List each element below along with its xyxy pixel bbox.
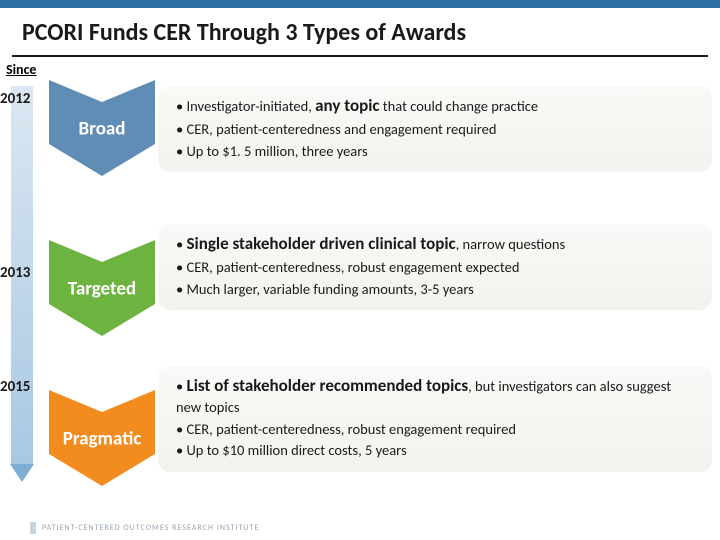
row-broad: Broad Investigator-initiated, any topic … [46, 80, 712, 176]
timeline-arrow-head [10, 464, 34, 482]
chevron-targeted: Targeted [49, 240, 155, 336]
content-area: 2012 Broad Investigator-initiated, any t… [0, 78, 720, 508]
lead-bullet: Investigator-initiated, any topic that c… [176, 94, 698, 119]
row-pragmatic: Pragmatic List of stakeholder recommende… [46, 360, 712, 486]
footer-institute-mark: PATIENT-CENTERED OUTCOMES RESEARCH INSTI… [30, 522, 259, 534]
year-2015: 2015 [0, 378, 30, 396]
bullet-item: Much larger, variable funding amounts, 3… [176, 279, 698, 301]
chevron-label-broad: Broad [79, 118, 126, 141]
lead-bullet: List of stakeholder recommended topics, … [176, 374, 698, 419]
lead-emphasis: List of stakeholder recommended topics [187, 375, 469, 396]
chevron-col: Targeted [46, 218, 158, 336]
page-title: PCORI Funds CER Through 3 Types of Award… [0, 8, 720, 51]
bullet-box-targeted: Single stakeholder driven clinical topic… [158, 224, 712, 310]
lead-suffix: that could change practice [380, 97, 539, 115]
lead-suffix: , narrow questions [456, 235, 566, 253]
bullet-box-pragmatic: List of stakeholder recommended topics, … [158, 366, 712, 472]
footer-bar-icon [30, 522, 36, 534]
lead-emphasis: Single stakeholder driven clinical topic [187, 233, 456, 254]
timeline-arrow [10, 86, 34, 486]
bullet-item: Up to $1. 5 million, three years [176, 141, 698, 163]
bullet-item: CER, patient-centeredness, robust engage… [176, 257, 698, 279]
lead-emphasis: any topic [315, 95, 379, 116]
year-2013: 2013 [0, 264, 30, 282]
row-targeted: Targeted Single stakeholder driven clini… [46, 218, 712, 336]
bullet-item: CER, patient-centeredness and engagement… [176, 119, 698, 141]
chevron-label-targeted: Targeted [68, 278, 136, 301]
chevron-pragmatic: Pragmatic [49, 390, 155, 486]
bullet-item: CER, patient-centeredness, robust engage… [176, 419, 698, 441]
lead-prefix: Investigator-initiated, [187, 97, 316, 115]
bullet-item: Up to $10 million direct costs, 5 years [176, 440, 698, 462]
year-2012: 2012 [0, 90, 30, 108]
footer-text: PATIENT-CENTERED OUTCOMES RESEARCH INSTI… [42, 523, 259, 533]
since-label: Since [0, 57, 720, 78]
chevron-col: Broad [46, 80, 158, 176]
chevron-label-pragmatic: Pragmatic [63, 428, 142, 451]
accent-top-bar [0, 0, 720, 8]
bullet-box-broad: Investigator-initiated, any topic that c… [158, 86, 712, 172]
chevron-col: Pragmatic [46, 360, 158, 486]
chevron-broad: Broad [49, 80, 155, 176]
lead-bullet: Single stakeholder driven clinical topic… [176, 232, 698, 257]
